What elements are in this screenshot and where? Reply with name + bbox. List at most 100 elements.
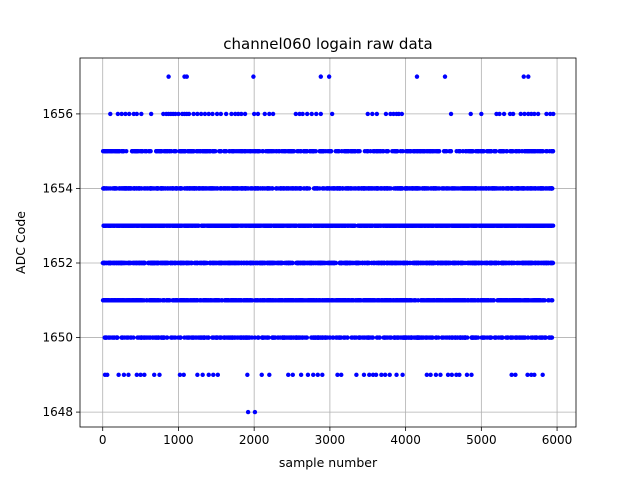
data-point <box>407 260 412 266</box>
data-point <box>116 223 121 228</box>
data-point <box>449 223 455 228</box>
data-point <box>420 186 425 191</box>
x-tick-label: 5000 <box>466 433 497 447</box>
data-point <box>464 372 470 378</box>
data-point <box>238 298 244 303</box>
data-point <box>245 372 250 378</box>
data-point <box>298 223 303 228</box>
data-point <box>253 148 258 154</box>
data-point <box>529 148 534 154</box>
data-point <box>501 111 507 117</box>
data-point <box>182 186 187 191</box>
data-point <box>130 298 135 303</box>
data-point <box>120 335 126 340</box>
data-point <box>108 335 113 340</box>
data-point <box>393 148 399 154</box>
data-point <box>549 298 554 303</box>
data-point <box>509 372 514 378</box>
data-point <box>479 335 484 340</box>
data-point <box>500 148 506 154</box>
data-point <box>290 372 295 378</box>
data-point <box>384 335 389 340</box>
data-point <box>487 148 492 154</box>
data-point <box>278 335 283 340</box>
data-point <box>306 298 311 303</box>
data-point <box>465 223 471 228</box>
data-point <box>311 372 316 378</box>
data-point <box>490 186 496 191</box>
data-point <box>210 111 215 117</box>
data-point <box>494 186 500 191</box>
data-point <box>195 372 200 378</box>
data-point <box>325 298 330 303</box>
data-point <box>242 111 248 117</box>
data-point <box>234 335 240 340</box>
data-point <box>424 335 429 340</box>
data-point <box>101 186 107 191</box>
data-point <box>413 298 418 303</box>
data-point <box>105 372 110 378</box>
data-point <box>168 335 174 340</box>
data-point <box>461 223 466 228</box>
data-point <box>486 298 491 303</box>
data-point <box>318 111 324 117</box>
data-point <box>303 260 308 266</box>
data-point <box>177 372 183 378</box>
data-point <box>482 298 487 303</box>
data-point <box>332 260 337 266</box>
data-point <box>415 148 420 154</box>
data-point <box>260 298 266 303</box>
data-point <box>431 186 437 191</box>
data-point <box>298 372 304 378</box>
data-point <box>439 335 445 340</box>
data-point <box>526 74 531 79</box>
data-point <box>362 223 367 228</box>
data-point <box>542 335 548 340</box>
y-tick-label: 1654 <box>42 181 73 195</box>
data-point <box>190 335 195 340</box>
data-point <box>360 335 365 340</box>
data-point <box>385 223 390 228</box>
data-point <box>260 260 266 266</box>
data-point <box>449 372 455 378</box>
data-point <box>356 298 362 303</box>
data-point <box>409 335 414 340</box>
data-point <box>330 335 336 340</box>
data-point <box>374 186 379 191</box>
data-point <box>229 111 234 117</box>
data-point <box>107 223 113 228</box>
data-point <box>319 223 324 228</box>
data-point <box>463 335 468 340</box>
data-point <box>522 111 527 117</box>
data-point <box>408 298 413 303</box>
data-point <box>310 298 316 303</box>
data-point <box>134 372 139 378</box>
data-point <box>239 111 244 117</box>
data-point <box>120 298 125 303</box>
data-point <box>266 298 272 303</box>
data-point <box>185 335 191 340</box>
data-point <box>387 298 393 303</box>
data-point <box>205 298 210 303</box>
data-point <box>210 335 216 340</box>
data-point <box>492 260 497 266</box>
data-point <box>522 335 528 340</box>
data-point <box>216 223 221 228</box>
data-point <box>422 260 427 266</box>
data-point <box>466 260 471 266</box>
data-point <box>370 111 375 117</box>
data-point <box>509 298 514 303</box>
data-point <box>202 111 208 117</box>
data-point <box>110 186 115 191</box>
data-point <box>329 111 335 117</box>
data-point <box>512 223 517 228</box>
data-point <box>370 223 375 228</box>
data-point <box>190 298 195 303</box>
data-point <box>361 372 367 378</box>
data-point <box>415 335 420 340</box>
data-point <box>142 372 147 378</box>
data-point <box>141 335 147 340</box>
data-point <box>116 298 122 303</box>
data-point <box>224 335 229 340</box>
data-point <box>293 335 299 340</box>
